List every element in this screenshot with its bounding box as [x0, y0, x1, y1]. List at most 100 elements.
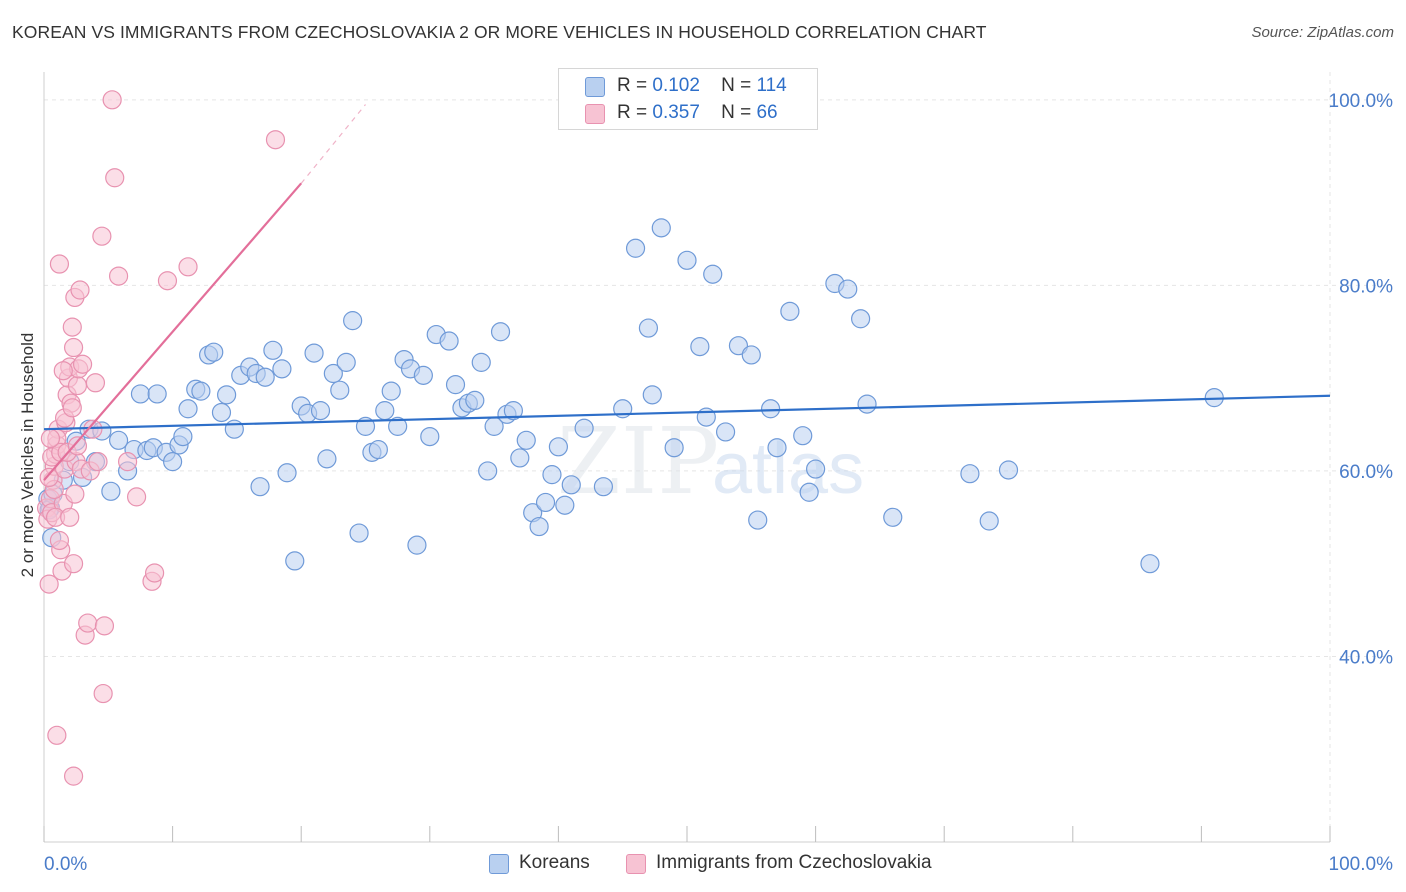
czechoslovakia-point [157, 271, 178, 291]
czechoslovakia-point [92, 226, 112, 246]
korean-point [883, 507, 903, 527]
korean-point [574, 418, 594, 438]
czechoslovakia-point [88, 452, 108, 472]
data-points [36, 90, 1224, 786]
korean-point [277, 463, 297, 483]
czechoslovakia-point [39, 574, 59, 594]
korean-point [381, 381, 401, 401]
x-tick-label-min: 0.0% [44, 854, 87, 875]
korean-point [191, 381, 211, 401]
korean-point [413, 365, 433, 385]
korean-trend-line [43, 394, 1331, 431]
czechoslovakia-point [65, 484, 85, 504]
czechoslovakia-point [63, 337, 84, 358]
korean-point [642, 385, 662, 405]
korean-point [439, 331, 459, 351]
korean-point [217, 385, 237, 405]
korean-point [323, 363, 343, 384]
source-label: Source: ZipAtlas.com [1251, 24, 1394, 41]
korean-point [593, 477, 614, 497]
korean-point [147, 384, 167, 404]
r-label: R = [617, 102, 648, 123]
korean-point [255, 367, 275, 387]
r-value-koreans: 0.102 [652, 75, 700, 96]
y-tick-label: 40.0% [1339, 647, 1393, 668]
korean-point [343, 311, 363, 331]
korean-point [285, 551, 305, 571]
korean-point [703, 264, 723, 284]
czechoslovakia-point [93, 683, 113, 704]
czechoslovakia-point [78, 613, 98, 633]
czechoslovakia-point [63, 554, 84, 574]
korean-point [535, 492, 556, 513]
korean-point [548, 437, 569, 457]
korean-point [677, 250, 697, 270]
korean-point [101, 481, 121, 501]
korean-point [317, 449, 337, 469]
koreans-legend-swatch [489, 854, 509, 874]
czechoslovakia-point [70, 280, 90, 300]
korean-point [407, 535, 427, 555]
y-tick-label: 60.0% [1339, 462, 1393, 483]
czechoslovakia-point [62, 317, 82, 337]
czechoslovakia-point [67, 436, 88, 456]
czechoslovakia-legend-label: Immigrants from Czechoslovakia [656, 852, 932, 873]
czechoslovakia-point [102, 90, 122, 110]
czechoslovakia-point [49, 530, 70, 551]
korean-point [690, 337, 710, 357]
korean-point [561, 475, 581, 495]
x-tick-label-max: 100.0% [1329, 854, 1394, 875]
korean-point [741, 345, 761, 365]
korean-point [471, 352, 491, 372]
korean-point [960, 464, 980, 484]
korean-point [838, 279, 858, 299]
korean-point [211, 402, 232, 423]
korean-point [767, 438, 787, 458]
korean-point [304, 343, 324, 363]
korean-point [224, 419, 244, 439]
n-label: N = [721, 102, 752, 123]
czechoslovakia-point [178, 257, 198, 277]
korean-point [173, 426, 193, 447]
korean-point [250, 477, 270, 497]
czechoslovakia-point [40, 428, 61, 449]
czechoslovakia-point [144, 563, 165, 583]
korean-point [330, 380, 350, 400]
korean-point [638, 318, 659, 338]
korean-point [349, 523, 369, 543]
korean-point [163, 452, 183, 472]
korean-point [555, 495, 575, 515]
r-label: R = [617, 75, 648, 96]
korean-point [851, 309, 871, 329]
korean-point [263, 340, 283, 360]
czechoslovakia-point [60, 507, 80, 527]
czechoslovakia-point [63, 766, 84, 786]
korean-point [715, 422, 736, 442]
korean-point [805, 459, 826, 479]
r-value-czechoslovakia: 0.357 [652, 102, 700, 123]
czechoslovakia-point [108, 266, 129, 286]
czechoslovakia-point [39, 467, 59, 488]
watermark-atlas: atlas [712, 429, 864, 509]
chart-title: KOREAN VS IMMIGRANTS FROM CZECHOSLOVAKIA… [12, 22, 987, 42]
korean-point [510, 448, 530, 468]
korean-point [1140, 554, 1160, 574]
korean-point [108, 430, 129, 450]
czechoslovakia-point [105, 168, 125, 188]
korean-point [760, 399, 781, 419]
korean-point [178, 399, 198, 419]
y-axis-title: 2 or more Vehicles in Household [18, 332, 37, 578]
czechoslovakia-point [265, 130, 286, 150]
korean-point [336, 352, 356, 372]
czechoslovakia-trend-line [43, 182, 303, 481]
korean-point [625, 238, 646, 258]
korean-point [445, 375, 466, 395]
koreans-legend-label: Koreans [519, 852, 590, 873]
czechoslovakia-point [67, 375, 88, 396]
korean-point [542, 465, 562, 485]
czechoslovakia-point [117, 452, 138, 472]
korean-point [529, 516, 549, 537]
y-tick-label: 80.0% [1339, 276, 1393, 297]
korean-point [204, 342, 224, 362]
korean-point [728, 336, 749, 356]
